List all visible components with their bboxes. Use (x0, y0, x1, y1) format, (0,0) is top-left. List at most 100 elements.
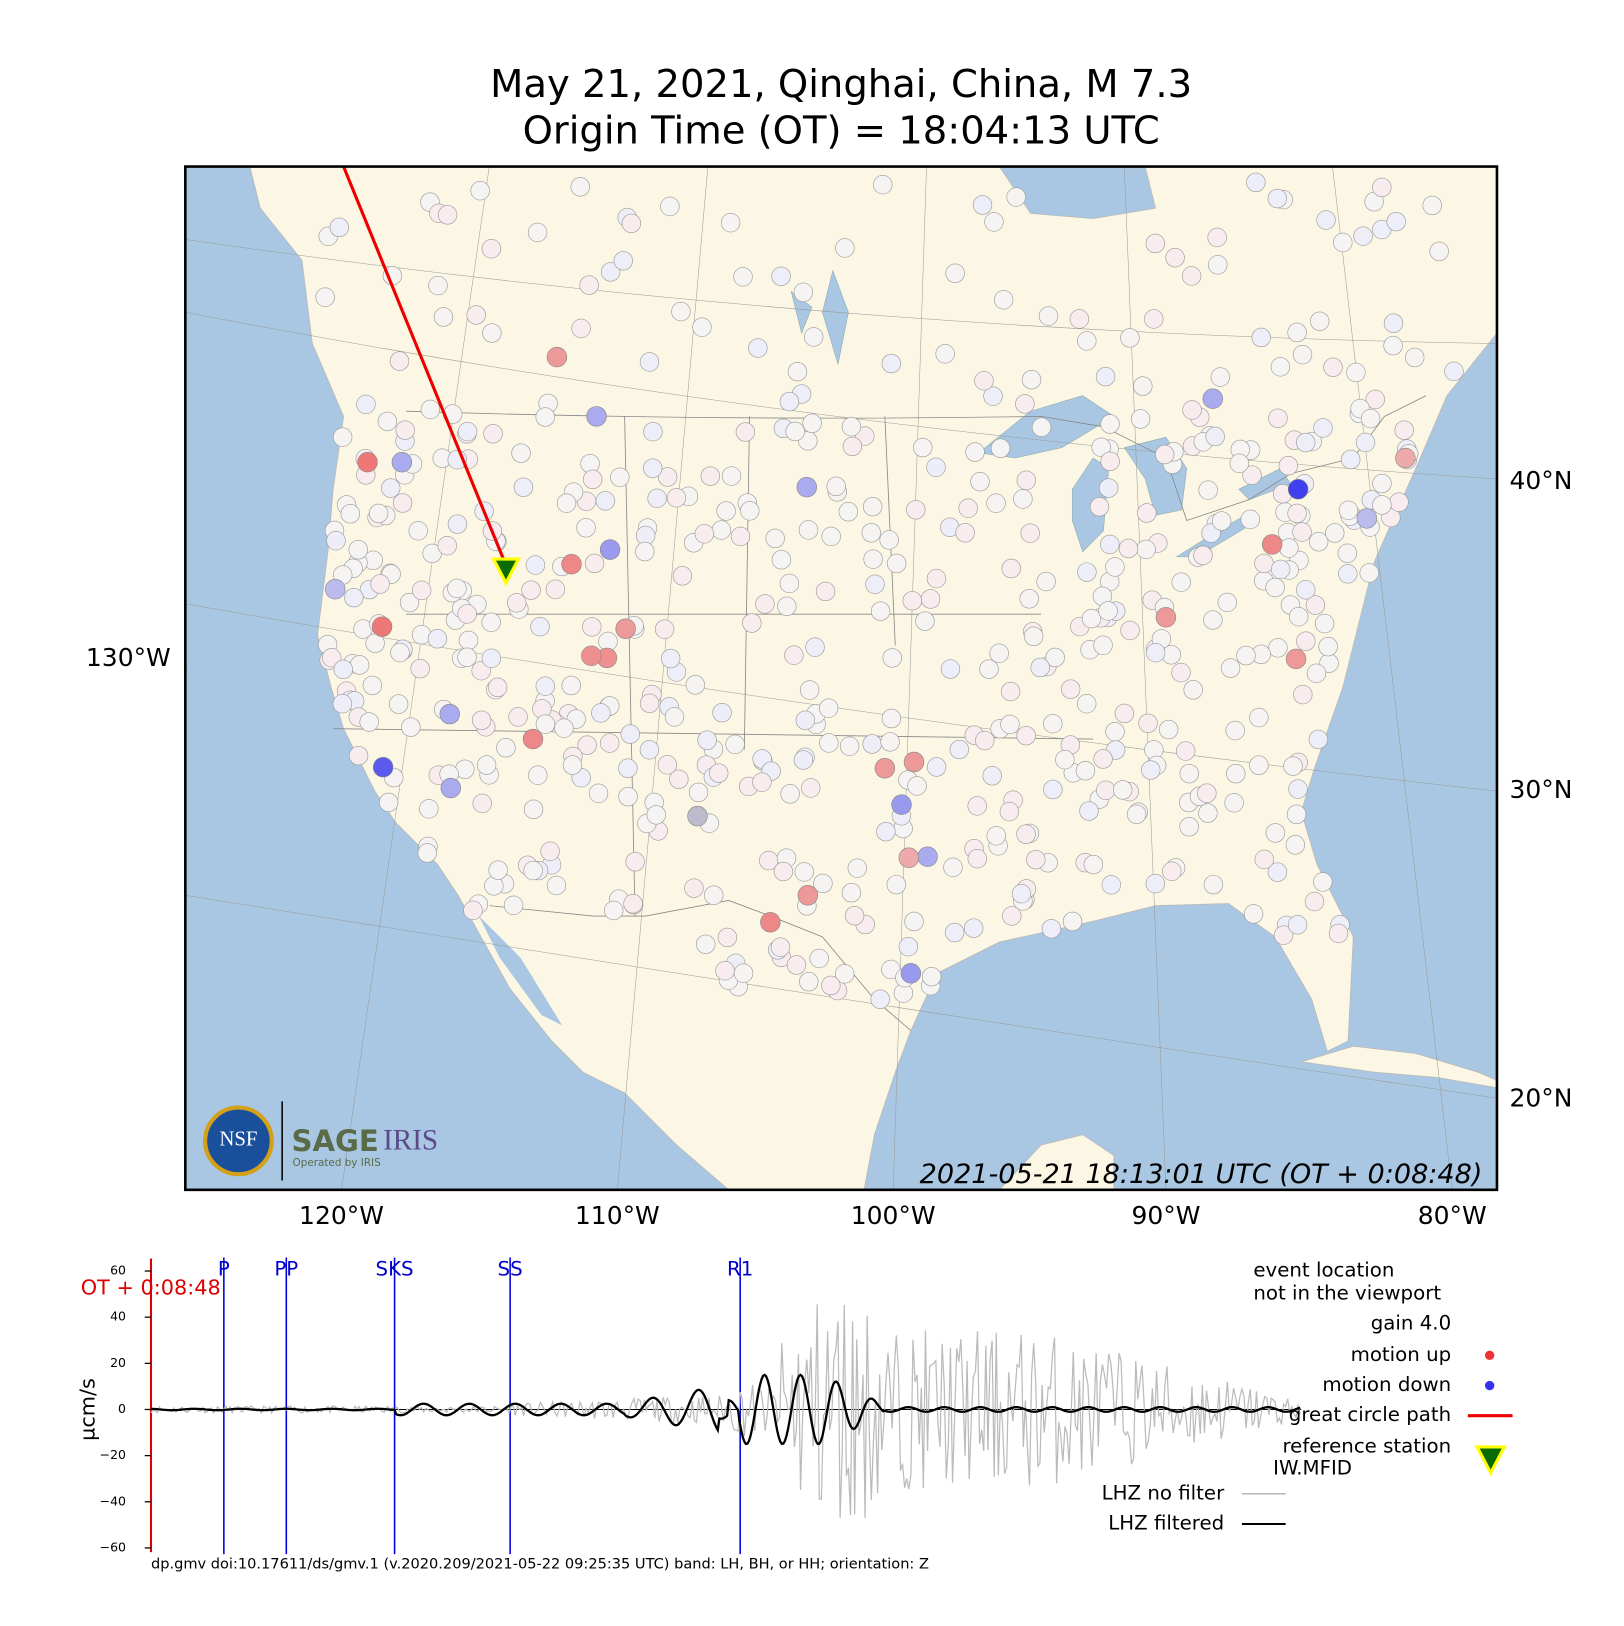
station (870, 989, 890, 1009)
station (963, 918, 984, 938)
station (657, 755, 677, 775)
station (785, 421, 805, 442)
station (777, 596, 797, 617)
station (1338, 564, 1358, 584)
station (921, 966, 942, 987)
phase-label: SS (498, 1257, 523, 1280)
station (986, 493, 1006, 513)
station (1181, 266, 1202, 286)
station (771, 266, 791, 286)
station (1021, 369, 1042, 390)
station (458, 630, 479, 651)
station (654, 619, 675, 639)
y-tick-label: −20 (100, 1447, 126, 1462)
station (408, 521, 428, 541)
station (1313, 418, 1333, 438)
station (357, 451, 378, 473)
station (704, 885, 724, 905)
station (898, 847, 920, 868)
lat-label: 20°N (1509, 1083, 1572, 1112)
station (974, 371, 994, 391)
legend-text: motion up (1351, 1343, 1452, 1366)
station (803, 327, 824, 347)
station (815, 581, 836, 602)
station (779, 573, 800, 594)
station (1211, 511, 1232, 531)
station (926, 568, 947, 589)
station (1043, 714, 1063, 734)
station (395, 420, 415, 440)
station (735, 422, 756, 442)
station (371, 616, 393, 637)
station (377, 411, 398, 432)
logo: NSF SAGE IRIS Operated by IRIS (203, 1101, 438, 1181)
station (1208, 255, 1228, 275)
station (1386, 211, 1406, 232)
station (1220, 658, 1241, 678)
station (1273, 925, 1294, 945)
filtered-trace (150, 1373, 1301, 1446)
station (1283, 756, 1303, 776)
station (793, 282, 814, 302)
station (427, 629, 448, 649)
station (696, 934, 716, 954)
station (1011, 883, 1032, 904)
station (839, 736, 860, 756)
station (1095, 366, 1116, 387)
station (1287, 503, 1307, 524)
station (1136, 539, 1156, 560)
station (1267, 188, 1287, 209)
station (1098, 601, 1118, 621)
timestamp: 2021-05-21 18:13:01 UTC (OT + 0:08:48) (920, 1159, 1483, 1190)
station (865, 574, 885, 594)
station (1043, 779, 1063, 800)
station (1016, 725, 1036, 746)
station (1265, 823, 1286, 843)
station (801, 778, 821, 798)
station (1285, 835, 1306, 855)
station (669, 769, 689, 789)
station (1155, 607, 1177, 628)
station (613, 251, 633, 271)
station (692, 317, 712, 337)
station (610, 467, 630, 487)
station (1016, 470, 1037, 490)
station (881, 353, 902, 374)
station (647, 488, 667, 508)
station (1055, 750, 1075, 770)
station (1372, 495, 1392, 515)
station (900, 963, 922, 984)
station (1305, 595, 1326, 615)
station (625, 852, 645, 872)
station (588, 783, 609, 804)
station (511, 443, 531, 463)
station (420, 399, 441, 420)
station (1171, 572, 1191, 592)
station (1081, 608, 1102, 629)
station (907, 776, 927, 796)
station (913, 437, 933, 458)
station (419, 799, 439, 819)
station (1296, 631, 1316, 651)
nsf-seal (203, 1105, 274, 1177)
station (1310, 311, 1330, 331)
station (1015, 394, 1035, 414)
station (1394, 420, 1414, 440)
station (711, 520, 732, 540)
station (755, 594, 775, 614)
station (1101, 875, 1121, 895)
station (904, 911, 924, 932)
station (447, 514, 468, 534)
station (730, 526, 751, 547)
station (508, 707, 528, 727)
station (466, 305, 486, 325)
station (1308, 729, 1329, 750)
station (835, 964, 855, 984)
station (483, 424, 503, 444)
station (715, 961, 735, 981)
iris-text: IRIS (383, 1125, 438, 1157)
station (821, 526, 841, 547)
station (582, 617, 602, 637)
station (821, 975, 841, 996)
